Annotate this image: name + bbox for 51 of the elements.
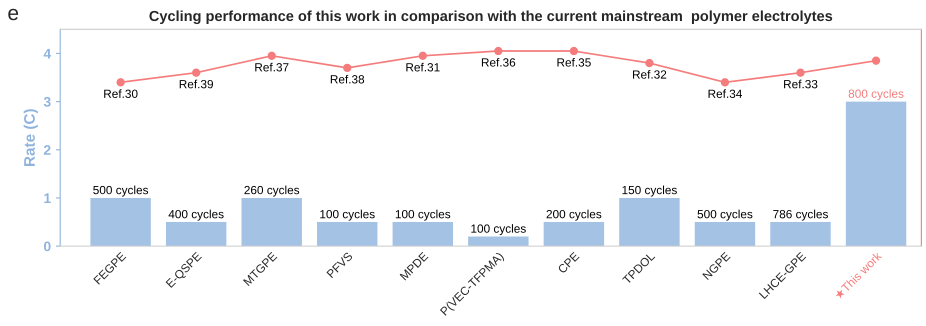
- annotation: 100 cycles: [396, 210, 450, 221]
- bar: [619, 198, 680, 246]
- annotation: 500 cycles: [698, 210, 752, 221]
- bar: [166, 222, 226, 246]
- point: [796, 68, 805, 77]
- point: [720, 78, 730, 86]
- y-tick-label: 2: [44, 145, 51, 155]
- point: [872, 56, 880, 65]
- annotation: 200 cycles: [546, 210, 602, 221]
- point: [418, 52, 427, 60]
- bar: [846, 102, 906, 246]
- annotation: Ref.32: [632, 70, 666, 79]
- bar: [468, 236, 529, 246]
- annotation: Ref.37: [255, 62, 289, 72]
- bar: [392, 222, 454, 246]
- point: [343, 64, 352, 72]
- text: e: [8, 8, 18, 20]
- y-tick-label: 3: [44, 96, 51, 107]
- chart-title: Cycling performance of this work in comparison with the current mainstream polymer electrolytes: [149, 10, 832, 24]
- annotation: Ref.31: [406, 62, 440, 72]
- bar: [544, 222, 604, 246]
- annotation: Ref.36: [482, 58, 516, 67]
- point: [570, 46, 578, 56]
- annotation: Ref.30: [104, 89, 138, 98]
- annotation: 150 cycles: [622, 186, 677, 197]
- annotation: 500 cycles: [93, 186, 148, 197]
- annotation: Ref.33: [784, 80, 818, 88]
- bar: [90, 198, 151, 246]
- annotation: 100 cycles: [471, 224, 526, 236]
- annotation: 100 cycles: [320, 210, 375, 221]
- bar: [317, 222, 378, 246]
- annotation: 400 cycles: [168, 210, 224, 221]
- y-tick-label: 0: [44, 241, 51, 252]
- annotation: 260 cycles: [244, 186, 300, 197]
- annotation: Ref.35: [557, 58, 591, 67]
- point: [645, 58, 654, 68]
- annotation: Ref.34: [708, 89, 742, 98]
- point: [494, 46, 502, 56]
- annotation: 800 cycles: [848, 89, 904, 100]
- bar: [694, 222, 756, 246]
- y-tick-label: 4: [44, 48, 52, 58]
- point: [192, 68, 200, 77]
- annotation: Ref.38: [330, 74, 364, 84]
- point: [116, 78, 125, 86]
- y-axis-title: Rate (C): [24, 109, 38, 166]
- annotation: Ref.39: [180, 80, 213, 88]
- bar: [241, 198, 302, 246]
- y-tick-label: 1: [44, 193, 51, 203]
- point: [268, 52, 276, 60]
- annotation: 786 cycles: [773, 210, 828, 221]
- bar: [770, 222, 831, 246]
